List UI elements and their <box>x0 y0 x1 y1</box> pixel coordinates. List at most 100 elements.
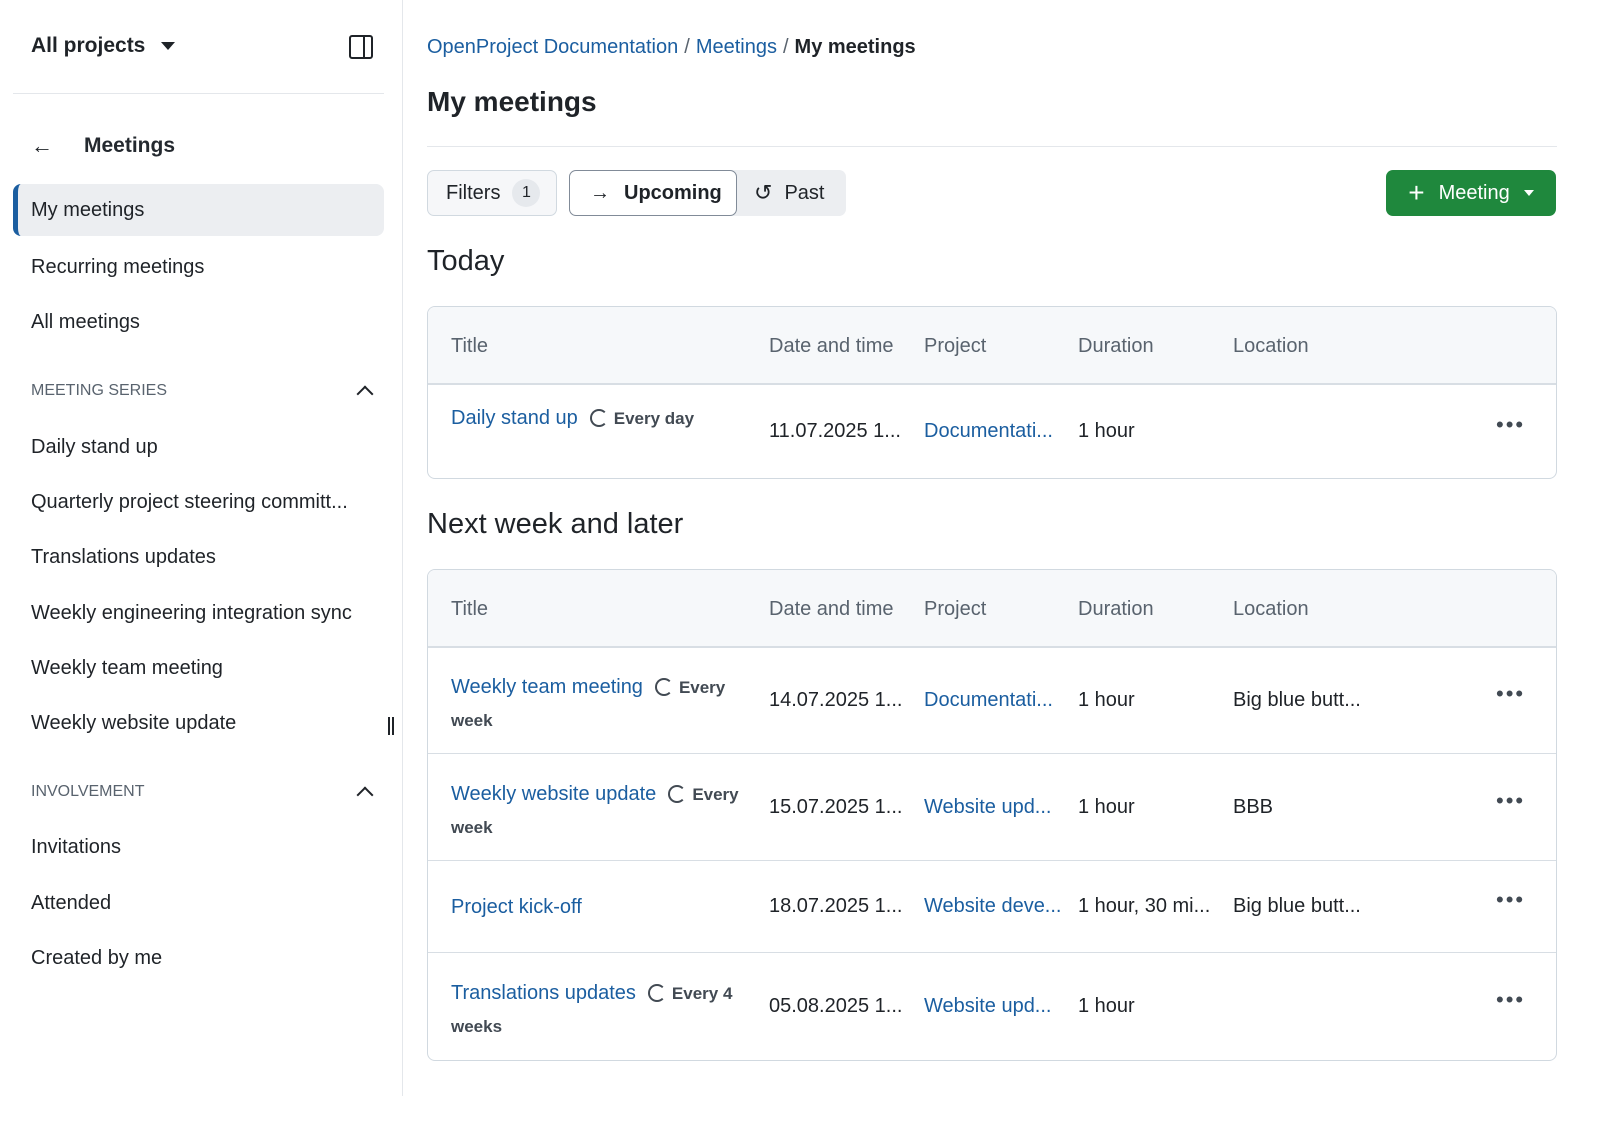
project-selector-label: All projects <box>31 34 146 57</box>
column-header[interactable]: Title <box>451 598 489 620</box>
table-row: Daily stand up Every day 11.07.2025 1... Do… <box>428 385 1556 478</box>
project-link[interactable]: Website upd... <box>924 994 1052 1017</box>
recurrence-label: Every week <box>451 784 739 837</box>
date-cell: 11.07.2025 1... <box>769 419 901 442</box>
meeting-title-link[interactable]: Daily stand up <box>451 406 578 429</box>
sidebar-item-created-by-me[interactable]: Created by me <box>31 946 163 969</box>
divider <box>13 93 384 94</box>
resize-handle[interactable] <box>388 717 394 735</box>
collapse-sidebar-icon[interactable] <box>349 35 373 59</box>
sidebar-item-attended[interactable]: Attended <box>31 891 112 914</box>
more-actions-icon[interactable]: ••• <box>1496 787 1526 813</box>
duration-cell: 1 hour, 30 mi... <box>1078 895 1211 917</box>
table-row: Weekly team meeting Every week 14.07.2025 … <box>428 648 1556 754</box>
meeting-title-link[interactable]: Translations updates <box>451 981 636 1004</box>
sidebar-series-item[interactable]: Daily stand up <box>31 435 158 458</box>
more-actions-icon[interactable]: ••• <box>1496 986 1526 1012</box>
sidebar-series-item[interactable]: Weekly engineering integration sync <box>31 601 352 624</box>
title-cell: Project kick-off <box>451 891 751 923</box>
table-row: Project kick-off 18.07.2025 1... Website d… <box>428 861 1556 953</box>
arrow-left-icon[interactable]: ← <box>31 133 53 158</box>
project-link[interactable]: Website upd... <box>924 795 1052 818</box>
date-cell: 15.07.2025 1... <box>769 795 903 818</box>
more-actions-icon[interactable]: ••• <box>1496 411 1526 437</box>
recurrence-label: Every week <box>451 678 726 730</box>
column-header[interactable]: Duration <box>1078 598 1154 620</box>
filter-count-badge: 1 <box>512 179 541 207</box>
recurring-icon <box>654 678 673 696</box>
sidebar-series-item[interactable]: Translations updates <box>31 545 216 568</box>
title-cell: Weekly team meeting Every week <box>451 671 751 737</box>
past-label: Past <box>784 181 825 204</box>
divider <box>427 146 1557 147</box>
project-link[interactable]: Documentati... <box>924 689 1053 711</box>
sidebar-series-item[interactable]: Quarterly project steering committ... <box>31 490 348 513</box>
duration-cell: 1 hour <box>1078 994 1135 1017</box>
breadcrumb-meetings[interactable]: Meetings <box>695 36 777 58</box>
location-cell: BBB <box>1233 795 1274 818</box>
project-selector[interactable]: All projects <box>31 34 176 58</box>
sidebar-back-label: Meetings <box>84 134 176 157</box>
title-cell: Weekly website update Every week <box>451 778 751 844</box>
date-cell: 18.07.2025 1... <box>769 895 903 917</box>
meeting-series-heading[interactable]: MEETING SERIES <box>31 382 374 403</box>
more-actions-icon[interactable]: ••• <box>1496 887 1526 912</box>
title-cell: Daily stand up Every day <box>451 402 751 435</box>
today-table: Title Date and time Project Duration Locatio… <box>427 306 1557 479</box>
sidebar-series-item[interactable]: Weekly team meeting <box>31 656 223 679</box>
location-cell: Big blue butt... <box>1233 895 1361 917</box>
meeting-title-link[interactable]: Weekly website update <box>451 782 657 805</box>
date-cell: 14.07.2025 1... <box>769 689 903 711</box>
upcoming-tab[interactable]: → Upcoming <box>569 170 737 216</box>
new-meeting-label: Meeting <box>1438 181 1510 204</box>
duration-cell: 1 hour <box>1078 689 1135 711</box>
section-label: MEETING SERIES <box>31 382 168 399</box>
breadcrumb-current: My meetings <box>794 36 916 58</box>
meeting-title-link[interactable]: Weekly team meeting <box>451 676 643 698</box>
new-meeting-button[interactable]: + Meeting <box>1386 170 1556 216</box>
sidebar-item-recurring-meetings[interactable]: Recurring meetings <box>31 255 205 278</box>
later-table: Title Date and time Project Duration Locatio… <box>427 569 1557 1061</box>
recurrence-label: Every 4 weeks <box>451 983 733 1036</box>
time-segmented-control: → Upcoming ↺ Past <box>569 170 846 216</box>
project-link[interactable]: Documentati... <box>924 419 1053 442</box>
meeting-title-link[interactable]: Project kick-off <box>451 896 582 918</box>
breadcrumb-project[interactable]: OpenProject Documentation <box>427 36 679 58</box>
history-icon: ↺ <box>754 180 773 205</box>
past-tab[interactable]: ↺ Past <box>754 170 824 216</box>
filters-button[interactable]: Filters 1 <box>427 170 557 216</box>
project-link[interactable]: Website deve... <box>924 895 1062 917</box>
chevron-up-icon <box>356 786 374 804</box>
section-heading-today: Today <box>427 245 505 277</box>
column-header[interactable]: Location <box>1233 598 1309 620</box>
sidebar-item-invitations[interactable]: Invitations <box>31 835 122 858</box>
page-title: My meetings <box>427 86 597 117</box>
table-header: Title Date and time Project Duration Locatio… <box>428 570 1556 648</box>
column-header[interactable]: Duration <box>1078 335 1154 357</box>
sidebar-item-my-meetings[interactable]: My meetings <box>13 184 384 236</box>
duration-cell: 1 hour <box>1078 419 1135 442</box>
plus-icon: + <box>1408 177 1425 208</box>
duration-cell: 1 hour <box>1078 795 1135 818</box>
table-header: Title Date and time Project Duration Locatio… <box>428 307 1556 385</box>
column-header[interactable]: Date and time <box>769 598 894 620</box>
date-cell: 05.08.2025 1... <box>769 994 903 1017</box>
arrow-right-icon: → <box>590 181 610 204</box>
location-cell: Big blue butt... <box>1233 689 1361 711</box>
column-header[interactable]: Date and time <box>769 335 894 357</box>
breadcrumb: OpenProject Documentation / Meetings / My me… <box>427 36 916 58</box>
column-header[interactable]: Title <box>451 335 489 357</box>
sidebar-series-item[interactable]: Weekly website update <box>31 711 237 734</box>
section-label: INVOLVEMENT <box>31 783 145 800</box>
involvement-heading[interactable]: INVOLVEMENT <box>31 783 374 804</box>
chevron-up-icon <box>356 385 374 403</box>
recurrence-label: Every day <box>613 408 695 428</box>
column-header[interactable]: Project <box>924 598 987 620</box>
more-actions-icon[interactable]: ••• <box>1496 681 1526 706</box>
recurring-icon <box>589 408 608 427</box>
column-header[interactable]: Location <box>1233 335 1309 357</box>
sidebar: All projects ← Meetings My meetings Recu… <box>0 0 403 1096</box>
column-header[interactable]: Project <box>924 335 987 357</box>
filters-label: Filters <box>446 181 501 204</box>
sidebar-item-all-meetings[interactable]: All meetings <box>31 310 140 333</box>
